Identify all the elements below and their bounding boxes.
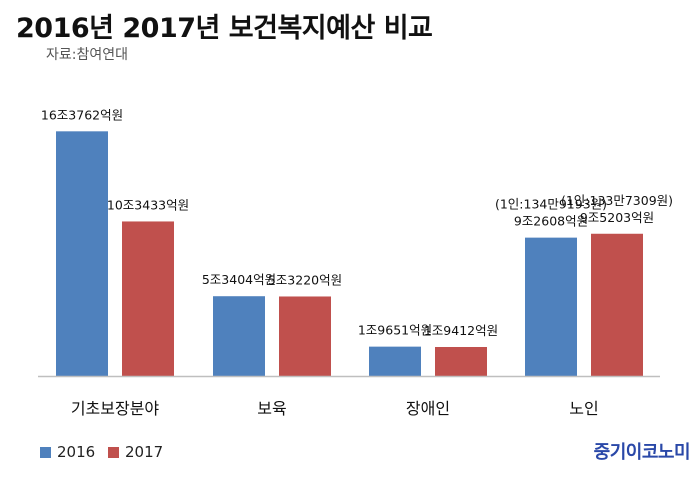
legend-item-2016: 2016 [40, 443, 95, 461]
category-label: 보육 [257, 399, 286, 418]
data-label: 10조3433억원 [107, 197, 189, 212]
legend-swatch-2017 [108, 446, 119, 458]
data-label: 5조3220억원 [268, 272, 342, 287]
data-label: 1조9412억원 [424, 323, 498, 338]
bar-2016-1 [213, 296, 265, 376]
legend-item-2017: 2017 [108, 443, 163, 461]
bar-2017-3 [591, 233, 643, 376]
bar-2017-1 [279, 296, 331, 376]
data-note: (1인:133만7309원) [561, 193, 673, 208]
brand-logo: 중기이코노미 [593, 442, 691, 463]
chart-title: 2016년 2017년 보건복지예산 비교 [16, 13, 433, 44]
category-label: 노인 [569, 399, 598, 418]
bar-2016-0 [56, 131, 108, 376]
category-label: 기초보장분야 [71, 399, 160, 418]
bar-2017-0 [122, 221, 174, 376]
bar-2017-2 [435, 346, 487, 376]
bar-2016-2 [369, 346, 421, 376]
source-note: 자료:참여연대 [46, 47, 128, 63]
legend-label-2017: 2017 [125, 443, 164, 461]
data-label: 1조9651억원 [358, 323, 432, 338]
data-label: 16조3762억원 [41, 107, 123, 122]
legend-label-2016: 2016 [57, 443, 96, 461]
legend-swatch-2016 [40, 446, 51, 458]
data-note: (1인:134만9193원) [495, 197, 607, 212]
data-label: 5조3404억원 [202, 272, 276, 287]
data-label: 9조5203억원 [580, 210, 654, 225]
category-label: 장애인 [406, 399, 450, 418]
bar-2016-3 [525, 237, 577, 376]
data-label: 9조2608억원 [514, 214, 588, 229]
